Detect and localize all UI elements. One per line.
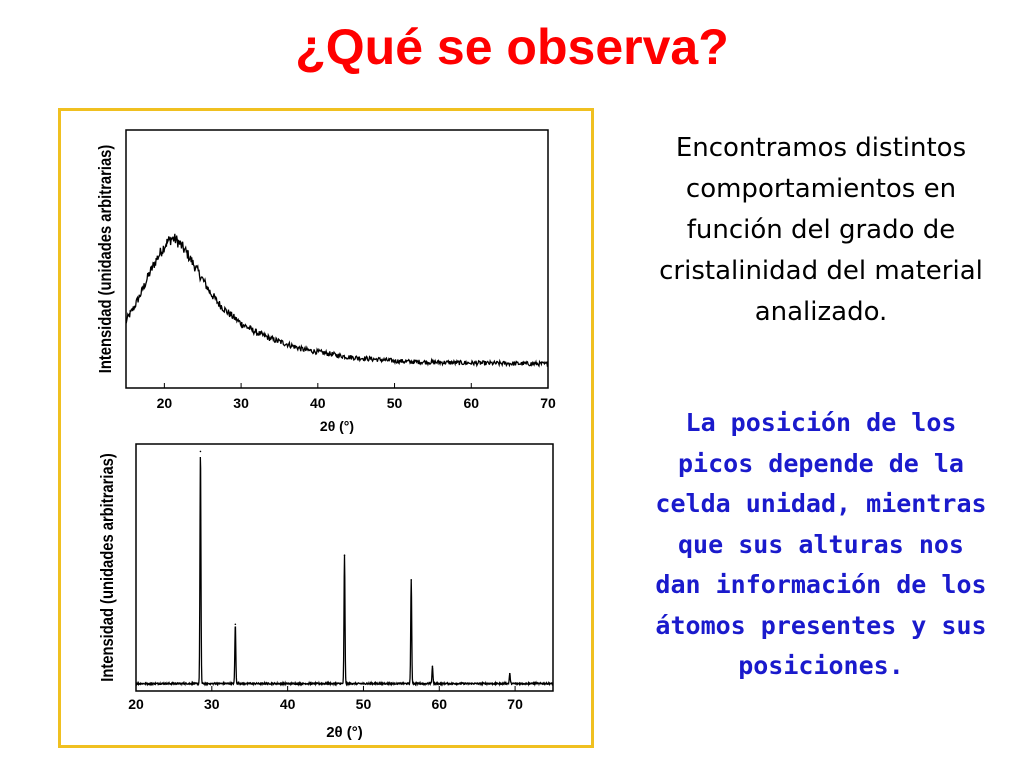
explanation-paragraph: La posición de los picos depende de la c… (655, 408, 987, 680)
chart-1-ylabel: Intensidad (unidades arbitrarias) (96, 145, 116, 374)
chart-1-xtick-label-5: 70 (540, 395, 556, 411)
chart-1-axes-frame (125, 129, 549, 389)
chart-1-series-line (125, 233, 549, 368)
chart-2-series-line (135, 456, 554, 687)
chart-2-xtick-label-5: 70 (507, 696, 523, 712)
chart-2-xtick-label-3: 50 (356, 696, 372, 712)
chart-2-xtick-label-2: 40 (280, 696, 296, 712)
chart-1-xlabel: 2θ (°) (320, 418, 354, 434)
chart-2-peak-1 (234, 623, 237, 626)
chart-2-xtick-label-4: 60 (431, 696, 447, 712)
figure-frame: 20 30 40 50 60 70 2θ (°) Intensidad (unidades a… (58, 108, 594, 748)
xrd-charts: 20 30 40 50 60 70 2θ (°) Intensidad (unidades a… (96, 129, 556, 741)
chart-2-xtick-label-1: 30 (204, 696, 220, 712)
chart-2-peak-4 (431, 665, 434, 668)
chart-2-peak-3 (410, 579, 413, 581)
slide-title: ¿Qué se observa? (295, 19, 729, 75)
chart-1-xtick-label-2: 40 (310, 395, 326, 411)
chart-1-xtick-label-4: 60 (463, 395, 479, 411)
chart-1-xtick-label-3: 50 (387, 395, 403, 411)
chart-2-peak-2 (343, 554, 346, 556)
chart-2-peak-0 (199, 450, 202, 453)
chart-2-ylabel: Intensidad (unidades arbitrarias) (98, 453, 118, 682)
chart-2-xlabel: 2θ (°) (326, 724, 363, 741)
chart-2-peak-5 (508, 672, 511, 675)
chart-1-xtick-label-0: 20 (157, 395, 173, 411)
chart-2-xtick-label-0: 20 (128, 696, 144, 712)
description-paragraph: Encontramos distintos comportamientos en… (659, 133, 983, 327)
chart-1-xtick-label-1: 30 (233, 395, 249, 411)
chart-2-axes-frame (135, 443, 554, 692)
